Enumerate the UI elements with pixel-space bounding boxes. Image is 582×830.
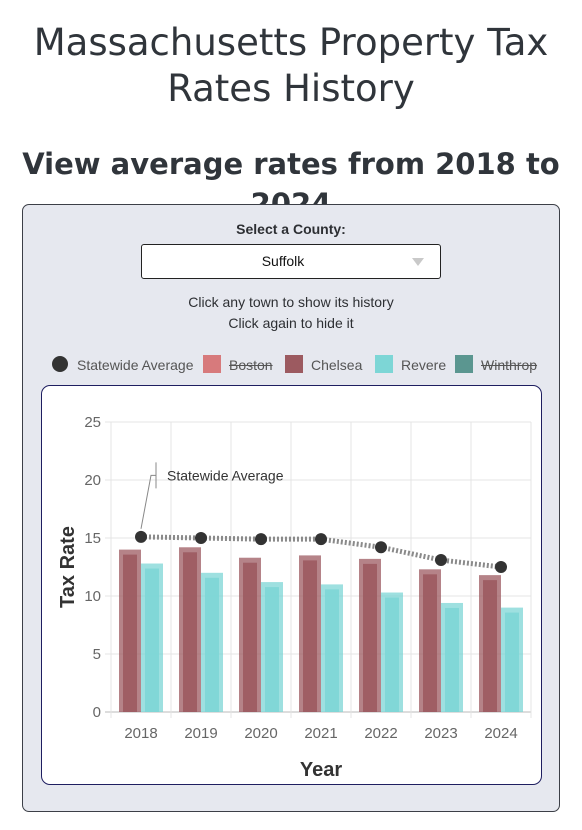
legend-swatch	[52, 356, 68, 372]
statewide-point-2023	[435, 554, 447, 567]
bar-revere-inner-2024	[505, 612, 519, 712]
chart-legend: Statewide Average Boston Chelsea Revere Wint…	[51, 354, 551, 376]
bar-chelsea-inner-2018	[123, 554, 137, 712]
bar-chelsea-inner-2023	[423, 574, 437, 712]
x-tick-label: 2020	[244, 725, 277, 742]
y-axis-title: Tax Rate	[57, 526, 79, 608]
page-title: Massachusetts Property Tax Rates History	[0, 20, 582, 112]
bar-revere-inner-2022	[385, 597, 399, 712]
page-title-text: Massachusetts Property Tax Rates History	[33, 21, 549, 110]
x-tick-label: 2022	[364, 725, 397, 742]
x-tick-label: 2023	[424, 725, 457, 742]
y-tick-label: 0	[93, 704, 101, 721]
statewide-point-2021	[315, 533, 327, 546]
legend-swatch	[455, 355, 473, 373]
legend-swatch	[375, 355, 393, 373]
chart-container: 0 5 10 15 20 25 Statewide Average 2018 2019 2020 2…	[41, 385, 542, 785]
x-tick-label: 2024	[484, 725, 517, 742]
legend-label: Winthrop	[481, 357, 538, 373]
statewide-point-2020	[255, 533, 267, 546]
x-tick-label: 2018	[124, 725, 157, 742]
x-tick-label: 2019	[184, 725, 217, 742]
y-tick-label: 20	[84, 472, 101, 489]
statewide-point-2024	[495, 561, 507, 573]
bar-revere-inner-2020	[265, 587, 279, 712]
annotation-label: Statewide Average	[167, 467, 284, 483]
bar-chelsea-inner-2022	[363, 563, 377, 712]
legend-label: Statewide Average	[77, 357, 194, 373]
x-tick-label: 2021	[304, 725, 337, 742]
bar-revere-inner-2018	[145, 568, 159, 712]
annotation-leader	[140, 474, 156, 529]
legend-swatch	[285, 355, 303, 373]
bar-revere-inner-2021	[325, 589, 339, 712]
hint-line-1: Click any town to show its history	[188, 294, 394, 310]
bar-revere-inner-2019	[205, 577, 219, 712]
bar-chelsea-inner-2019	[183, 552, 197, 712]
tax-rate-chart: 0 5 10 15 20 25 Statewide Average 2018 2019 2020 2…	[57, 414, 532, 781]
y-tick-label: 5	[93, 646, 101, 663]
legend-label: Revere	[401, 357, 447, 373]
legend-label: Chelsea	[311, 357, 363, 373]
statewide-point-2022	[375, 541, 387, 554]
bar-chelsea-inner-2024	[483, 580, 497, 712]
bar-chelsea-inner-2020	[243, 562, 257, 712]
county-select[interactable]: Suffolk	[141, 244, 441, 279]
y-tick-label: 25	[84, 414, 101, 431]
legend-label: Boston	[229, 357, 273, 373]
y-tick-label: 10	[84, 588, 101, 605]
county-select-value: Suffolk	[261, 253, 305, 269]
bar-revere-inner-2023	[445, 607, 459, 712]
chart-panel: Select a County: Suffolk Click any town …	[22, 204, 560, 812]
chevron-down-icon	[412, 258, 424, 266]
statewide-point-2018	[135, 530, 147, 543]
county-select-label: Select a County:	[236, 221, 346, 237]
legend-swatch	[203, 355, 221, 373]
statewide-point-2019	[195, 532, 207, 544]
bar-chelsea-inner-2021	[303, 560, 317, 712]
hint-line-2: Click again to hide it	[228, 315, 354, 331]
y-tick-label: 15	[84, 530, 101, 547]
x-axis-title: Year	[300, 759, 342, 781]
